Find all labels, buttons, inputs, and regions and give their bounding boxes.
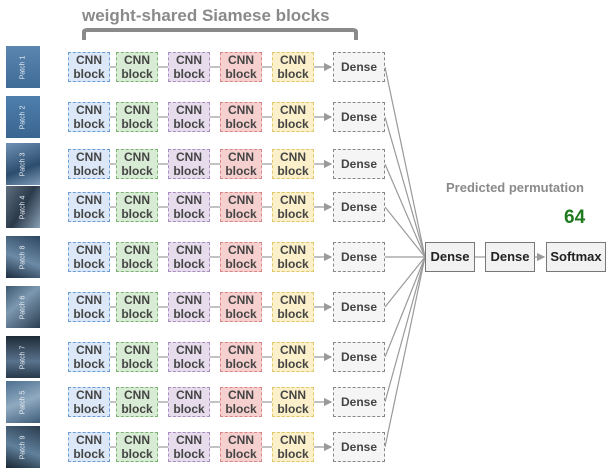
cnn-block: CNN block (272, 387, 314, 417)
fan-in-line (384, 66, 426, 258)
branch-dense-box: Dense (333, 292, 385, 322)
fan-in-line (384, 256, 426, 358)
patch-image: Patch 5 (6, 381, 40, 423)
patch-image: Patch 1 (6, 46, 40, 88)
cnn-block: CNN block (168, 342, 210, 372)
cnn-block: CNN block (272, 342, 314, 372)
cnn-block: CNN block (116, 292, 158, 322)
page-title: weight-shared Siamese blocks (82, 6, 330, 25)
cnn-block: CNN block (220, 52, 262, 82)
cnn-block: CNN block (116, 192, 158, 222)
patch-label: Patch 8 (19, 245, 27, 269)
cnn-block: CNN block (168, 432, 210, 462)
patch-label: Patch 2 (19, 105, 27, 129)
cnn-block: CNN block (220, 102, 262, 132)
cnn-block: CNN block (68, 149, 110, 179)
branch-dense-box: Dense (333, 432, 385, 462)
cnn-block: CNN block (272, 52, 314, 82)
patch-label: Patch 7 (19, 345, 27, 369)
cnn-block: CNN block (68, 52, 110, 82)
cnn-block: CNN block (68, 432, 110, 462)
permutation-count: 64 (564, 207, 586, 228)
patch-label: Patch 1 (19, 55, 27, 79)
cnn-block: CNN block (68, 102, 110, 132)
patch-label: Patch 4 (19, 195, 27, 219)
cnn-block: CNN block (220, 242, 262, 272)
patch-label: Patch 9 (19, 435, 27, 459)
softmax-box: Softmax (546, 242, 606, 272)
fan-in-line (384, 163, 426, 258)
patch-image: Patch 6 (6, 286, 40, 328)
cnn-block: CNN block (116, 52, 158, 82)
cnn-block: CNN block (116, 242, 158, 272)
branch-dense-box: Dense (333, 102, 385, 132)
patch-image: Patch 4 (6, 186, 40, 228)
output-label: Predicted permutation (446, 180, 584, 195)
cnn-block: CNN block (68, 292, 110, 322)
cnn-block: CNN block (68, 387, 110, 417)
patch-label: Patch 6 (19, 295, 27, 319)
title-bracket (82, 28, 358, 40)
cnn-block: CNN block (116, 149, 158, 179)
cnn-block: CNN block (168, 52, 210, 82)
cnn-block: CNN block (220, 432, 262, 462)
cnn-block: CNN block (220, 292, 262, 322)
patch-image: Patch 9 (6, 426, 40, 468)
fan-in-line (384, 256, 426, 448)
head-dense-2: Dense (485, 242, 535, 272)
cnn-block: CNN block (168, 242, 210, 272)
fan-in-line (384, 116, 426, 258)
head-dense-1: Dense (425, 242, 475, 272)
branch-dense-box: Dense (333, 342, 385, 372)
cnn-block: CNN block (116, 387, 158, 417)
cnn-block: CNN block (116, 432, 158, 462)
cnn-block: CNN block (272, 432, 314, 462)
cnn-block: CNN block (168, 387, 210, 417)
cnn-block: CNN block (68, 242, 110, 272)
patch-image: Patch 8 (6, 236, 40, 278)
cnn-block: CNN block (168, 102, 210, 132)
branch-dense-box: Dense (333, 242, 385, 272)
patch-image: Patch 2 (6, 96, 40, 138)
cnn-block: CNN block (116, 342, 158, 372)
cnn-block: CNN block (68, 192, 110, 222)
patch-image: Patch 3 (6, 143, 40, 185)
cnn-block: CNN block (68, 342, 110, 372)
cnn-block: CNN block (116, 102, 158, 132)
cnn-block: CNN block (272, 292, 314, 322)
cnn-block: CNN block (168, 292, 210, 322)
cnn-block: CNN block (272, 192, 314, 222)
cnn-block: CNN block (220, 387, 262, 417)
branch-dense-box: Dense (333, 52, 385, 82)
patch-image: Patch 7 (6, 336, 40, 378)
patch-label: Patch 3 (19, 152, 27, 176)
cnn-block: CNN block (220, 192, 262, 222)
cnn-block: CNN block (272, 102, 314, 132)
fan-in-line (384, 256, 426, 308)
fan-in-line (384, 206, 426, 258)
cnn-block: CNN block (168, 149, 210, 179)
cnn-block: CNN block (220, 149, 262, 179)
fan-in-line (384, 256, 426, 403)
cnn-block: CNN block (272, 242, 314, 272)
branch-dense-box: Dense (333, 149, 385, 179)
cnn-block: CNN block (272, 149, 314, 179)
cnn-block: CNN block (220, 342, 262, 372)
cnn-block: CNN block (168, 192, 210, 222)
branch-dense-box: Dense (333, 387, 385, 417)
patch-label: Patch 5 (19, 390, 27, 414)
branch-dense-box: Dense (333, 192, 385, 222)
